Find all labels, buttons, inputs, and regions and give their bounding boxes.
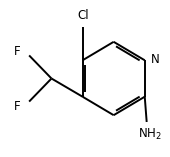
Text: Cl: Cl	[78, 9, 89, 22]
Text: NH$_2$: NH$_2$	[138, 127, 162, 142]
Text: N: N	[151, 53, 160, 66]
Text: F: F	[14, 100, 20, 113]
Text: F: F	[14, 45, 20, 58]
